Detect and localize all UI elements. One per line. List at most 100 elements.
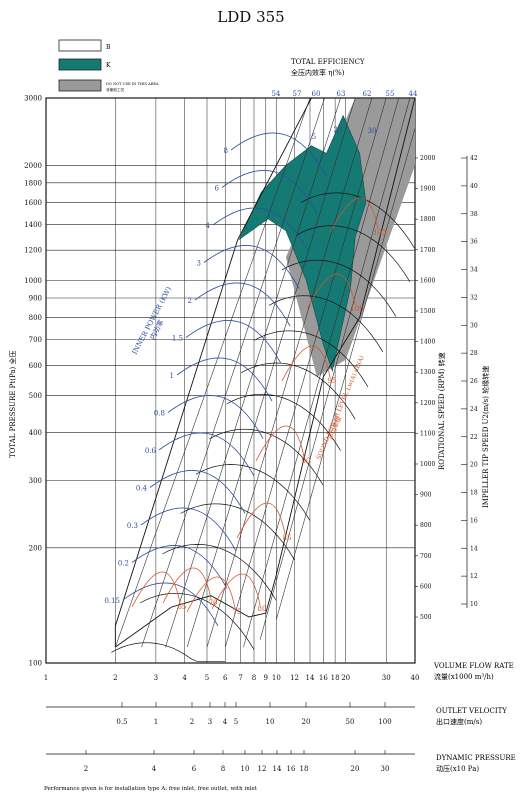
dynamic-tick-label: 12	[258, 765, 267, 773]
flow-tick-label: 5	[205, 674, 209, 682]
footnote: Performance given is for installation ty…	[44, 786, 258, 792]
pressure-tick-label: 1400	[24, 221, 42, 229]
pressure-tick-label: 1800	[24, 179, 42, 187]
flow-tick-label: 12	[290, 674, 299, 682]
efficiency-title-cn: 全压内效率 η(%)	[291, 68, 345, 77]
flow-tick-label: 1	[44, 674, 48, 682]
velocity-tick-label: 5	[234, 718, 238, 726]
tip-tick-label: 28	[470, 350, 478, 357]
dynamic-tick-label: 6	[192, 765, 197, 773]
legend-k-label: K	[106, 62, 111, 69]
rpm-tick-label: 1200	[420, 400, 435, 407]
dynamic-tick-label: 14	[273, 765, 282, 773]
power-value-label: 1	[170, 372, 174, 380]
dynamic-tick-label: 4	[152, 765, 157, 773]
flow-tick-label: 18	[331, 674, 340, 682]
power-value-label: 0.4	[136, 485, 148, 493]
velocity-tick-label: 3	[208, 718, 212, 726]
flow-tick-label: 4	[182, 674, 187, 682]
rpm-tick-label: 2000	[420, 155, 435, 162]
tip-tick-label: 26	[470, 378, 478, 385]
system-curve	[115, 97, 311, 648]
envelope-curve	[114, 97, 416, 648]
power-value-label: 0.3	[127, 522, 138, 530]
speed-axis-label: ROTATIONAL SPEED (RPM) 转速	[437, 352, 446, 470]
tip-tick-label: 18	[470, 490, 478, 497]
speed-curve	[268, 295, 384, 352]
power-curve	[221, 170, 318, 214]
sound-curve	[329, 197, 379, 234]
legend-forbidden-sub: 非使用工况	[106, 87, 124, 92]
power-curve	[194, 282, 291, 327]
speed-curve	[241, 362, 356, 420]
speed-curve	[281, 259, 397, 317]
efficiency-value-label: 55	[386, 90, 395, 98]
rpm-tick-label: 1500	[420, 308, 435, 315]
flow-tick-label: 6	[223, 674, 228, 682]
rpm-tick-label: 1900	[420, 186, 435, 193]
velocity-tick-label: 0.5	[116, 718, 127, 726]
sound-value-label: 80	[258, 605, 267, 613]
legend: B K DO NOT USE IN THIS AREA 非使用工况	[58, 39, 159, 92]
pressure-tick-label: 700	[29, 336, 42, 344]
pressure-tick-label: 100	[29, 660, 42, 668]
rpm-tick-label: 1000	[420, 461, 435, 468]
sound-value-label: 85	[283, 534, 292, 542]
efficiency-value-label: 57	[293, 90, 302, 98]
speed-curve	[226, 393, 341, 451]
speed-curve	[209, 428, 324, 486]
legend-b-label: B	[106, 44, 111, 51]
dynamic-tick-label: 30	[381, 765, 390, 773]
velocity-tick-label: 4	[223, 718, 228, 726]
power-curve	[158, 432, 255, 477]
system-curve	[224, 97, 387, 648]
velocity-tick-label: 50	[346, 718, 355, 726]
power-value-label: 0.2	[118, 560, 129, 568]
velocity-tick-label: 1	[154, 718, 158, 726]
system-curve	[186, 97, 356, 648]
rpm-tick-label: 1600	[420, 277, 435, 284]
rpm-tick-label: 900	[420, 492, 432, 499]
pressure-tick-label: 600	[29, 362, 42, 370]
power-value-label: 1.5	[172, 335, 183, 343]
power-value-label: 4	[206, 222, 211, 230]
power-value-label: 0.6	[145, 447, 157, 455]
sound-curve	[211, 573, 261, 610]
pressure-tick-label: 800	[29, 314, 42, 322]
system-curve	[165, 97, 341, 648]
rpm-tick-label: 1400	[420, 339, 435, 346]
power-value-label: 3	[197, 260, 201, 268]
efficiency-inner-label: 5	[312, 133, 316, 141]
rpm-tick-label: 600	[420, 583, 432, 590]
pressure-tick-label: 1600	[24, 199, 42, 207]
sound-value-label: 100	[350, 305, 363, 313]
velocity-tick-label: 2	[190, 718, 194, 726]
rpm-tick-label: 1100	[420, 430, 435, 437]
velocity-tick-label: 10	[266, 718, 275, 726]
power-curve	[122, 582, 219, 627]
speed-curve	[253, 330, 369, 388]
efficiency-title: TOTAL EFFICIENCY	[291, 58, 365, 66]
speed-curve	[180, 503, 295, 561]
rpm-tick-label: 1800	[420, 216, 435, 223]
velocity-tick-label: 100	[378, 718, 391, 726]
sound-curve	[236, 502, 286, 539]
power-curve	[185, 320, 282, 364]
velocity-axis-label-cn: 出口速度(m/s)	[436, 717, 482, 726]
power-curve	[203, 245, 300, 289]
sound-value-label: 90	[302, 457, 311, 465]
tip-tick-label: 42	[470, 155, 478, 162]
speed-curve	[295, 225, 411, 282]
rpm-tick-label: 800	[420, 522, 432, 529]
power-curve	[230, 132, 327, 177]
dynamic-axis-label-cn: 动压(x10 Pa)	[436, 764, 479, 773]
flow-tick-label: 2	[113, 674, 117, 682]
pressure-tick-label: 3000	[24, 95, 42, 103]
tip-tick-label: 30	[470, 322, 478, 329]
power-curve	[212, 207, 309, 252]
system-curve	[259, 97, 411, 640]
sound-curve	[162, 567, 212, 604]
speed-curve	[111, 642, 226, 662]
tip-axis-label: IMPELLER TIP SPEED U2(m/s) 轮缘转速	[481, 366, 490, 508]
